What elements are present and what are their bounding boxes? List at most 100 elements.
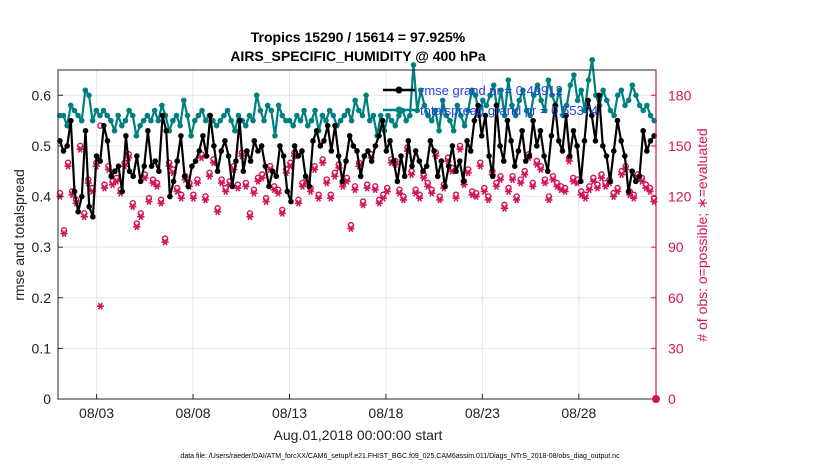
totalspread-point — [549, 92, 555, 99]
totalspread-point — [119, 122, 125, 129]
rmse-point — [211, 143, 217, 149]
totalspread-point — [647, 112, 654, 119]
totalspread-point — [356, 107, 362, 114]
totalspread-point — [232, 127, 238, 134]
obs-evaluated-point — [161, 238, 169, 246]
obs-evaluated-point — [234, 184, 242, 192]
totalspread-point — [644, 102, 650, 109]
rmse-point — [258, 143, 265, 149]
rmse-point — [86, 203, 92, 210]
rmse-point — [644, 148, 650, 154]
rmse-point — [365, 148, 371, 154]
obs-evaluated-point — [262, 198, 270, 206]
left-y-axis-label: rmse and totalspread — [11, 169, 27, 301]
rmse-point — [555, 138, 562, 144]
rmse-point — [489, 173, 496, 180]
totalspread-point — [67, 102, 74, 109]
obs-evaluated-point — [371, 186, 379, 194]
obs-evaluated-point — [214, 208, 222, 216]
totalspread-point — [421, 102, 428, 109]
rmse-point — [614, 117, 621, 124]
rmse-point — [383, 148, 390, 154]
obs-evaluated-point — [399, 196, 408, 204]
rmse-point — [368, 158, 375, 164]
rmse-point — [464, 138, 470, 144]
totalspread-point — [195, 112, 202, 119]
rmse-point — [577, 178, 584, 185]
obs-evaluated-point — [529, 182, 537, 190]
totalspread-point — [527, 112, 534, 119]
rmse-point — [306, 183, 313, 190]
totalspread-point — [585, 77, 592, 83]
totalspread-point — [465, 107, 472, 114]
obs-evaluated-point — [480, 187, 488, 195]
rmse-point — [394, 178, 401, 185]
left-y-tick-label: 0.2 — [32, 290, 52, 306]
totalspread-point — [618, 87, 625, 94]
rmse-point — [152, 158, 159, 164]
rmse-point — [566, 153, 573, 159]
x-tick-label: 08/23 — [465, 405, 500, 421]
right-y-tick-label: 180 — [668, 87, 692, 103]
right-y-tick-label: 90 — [668, 239, 684, 255]
totalspread-point — [89, 117, 96, 124]
rmse-point — [244, 148, 250, 154]
rmse-point — [456, 158, 463, 164]
obs-evaluated-point — [129, 203, 137, 211]
totalspread-point — [505, 77, 512, 83]
totalspread-point — [341, 112, 348, 119]
rmse-point — [409, 163, 415, 169]
right-y-tick-label: 150 — [668, 138, 692, 154]
obs-evaluated-point — [310, 166, 319, 174]
totalspread-point — [403, 117, 410, 124]
totalspread-point — [534, 82, 541, 88]
rmse-point — [174, 158, 181, 164]
obs-evaluated-point — [375, 199, 383, 207]
left-y-tick-label: 0.3 — [32, 239, 52, 255]
totalspread-point — [78, 117, 85, 124]
rmse-point — [526, 153, 533, 159]
obs-evaluated-point — [242, 182, 250, 190]
rmse-point — [438, 158, 445, 164]
obs-evaluated-point — [270, 186, 278, 194]
totalspread-point — [319, 112, 326, 119]
rmse-point — [156, 168, 162, 175]
right-y-tick-label: 0 — [668, 391, 676, 407]
rmse-point — [68, 117, 74, 124]
obs-evaluated-point — [407, 171, 416, 179]
totalspread-point — [512, 112, 519, 119]
obs-evaluated-point — [496, 176, 505, 184]
obs-evaluated-point — [108, 181, 117, 189]
totalspread-point — [137, 122, 143, 129]
totalspread-point — [563, 102, 570, 109]
rmse-point — [497, 143, 503, 149]
rmse-point — [192, 158, 199, 164]
totalspread-point — [556, 87, 563, 94]
rmse-point — [317, 143, 324, 149]
rmse-point — [431, 148, 437, 154]
rmse-point — [167, 193, 173, 200]
rmse-point — [588, 112, 595, 119]
rmse-point — [185, 183, 192, 190]
rmse-point — [453, 168, 459, 175]
rmse-point — [60, 148, 67, 154]
totalspread-point — [253, 92, 260, 99]
rmse-point — [390, 158, 397, 164]
rmse-point — [647, 138, 654, 144]
totalspread-point — [140, 117, 147, 124]
totalspread-point — [129, 112, 136, 119]
left-y-tick-label: 0.4 — [32, 189, 52, 205]
rmse-point — [376, 133, 382, 139]
rmse-point — [251, 138, 258, 144]
totalspread-point — [221, 112, 227, 119]
rmse-point — [130, 173, 137, 180]
rmse-point — [486, 153, 492, 159]
obs-evaluated-point — [76, 145, 84, 153]
obs-evaluated-point — [545, 196, 553, 204]
rmse-point — [559, 148, 566, 154]
obs-evaluated-point — [618, 171, 626, 179]
totalspread-point — [184, 112, 191, 119]
totalspread-point — [155, 117, 162, 124]
rmse-point — [622, 153, 628, 159]
rmse-point — [596, 92, 602, 99]
